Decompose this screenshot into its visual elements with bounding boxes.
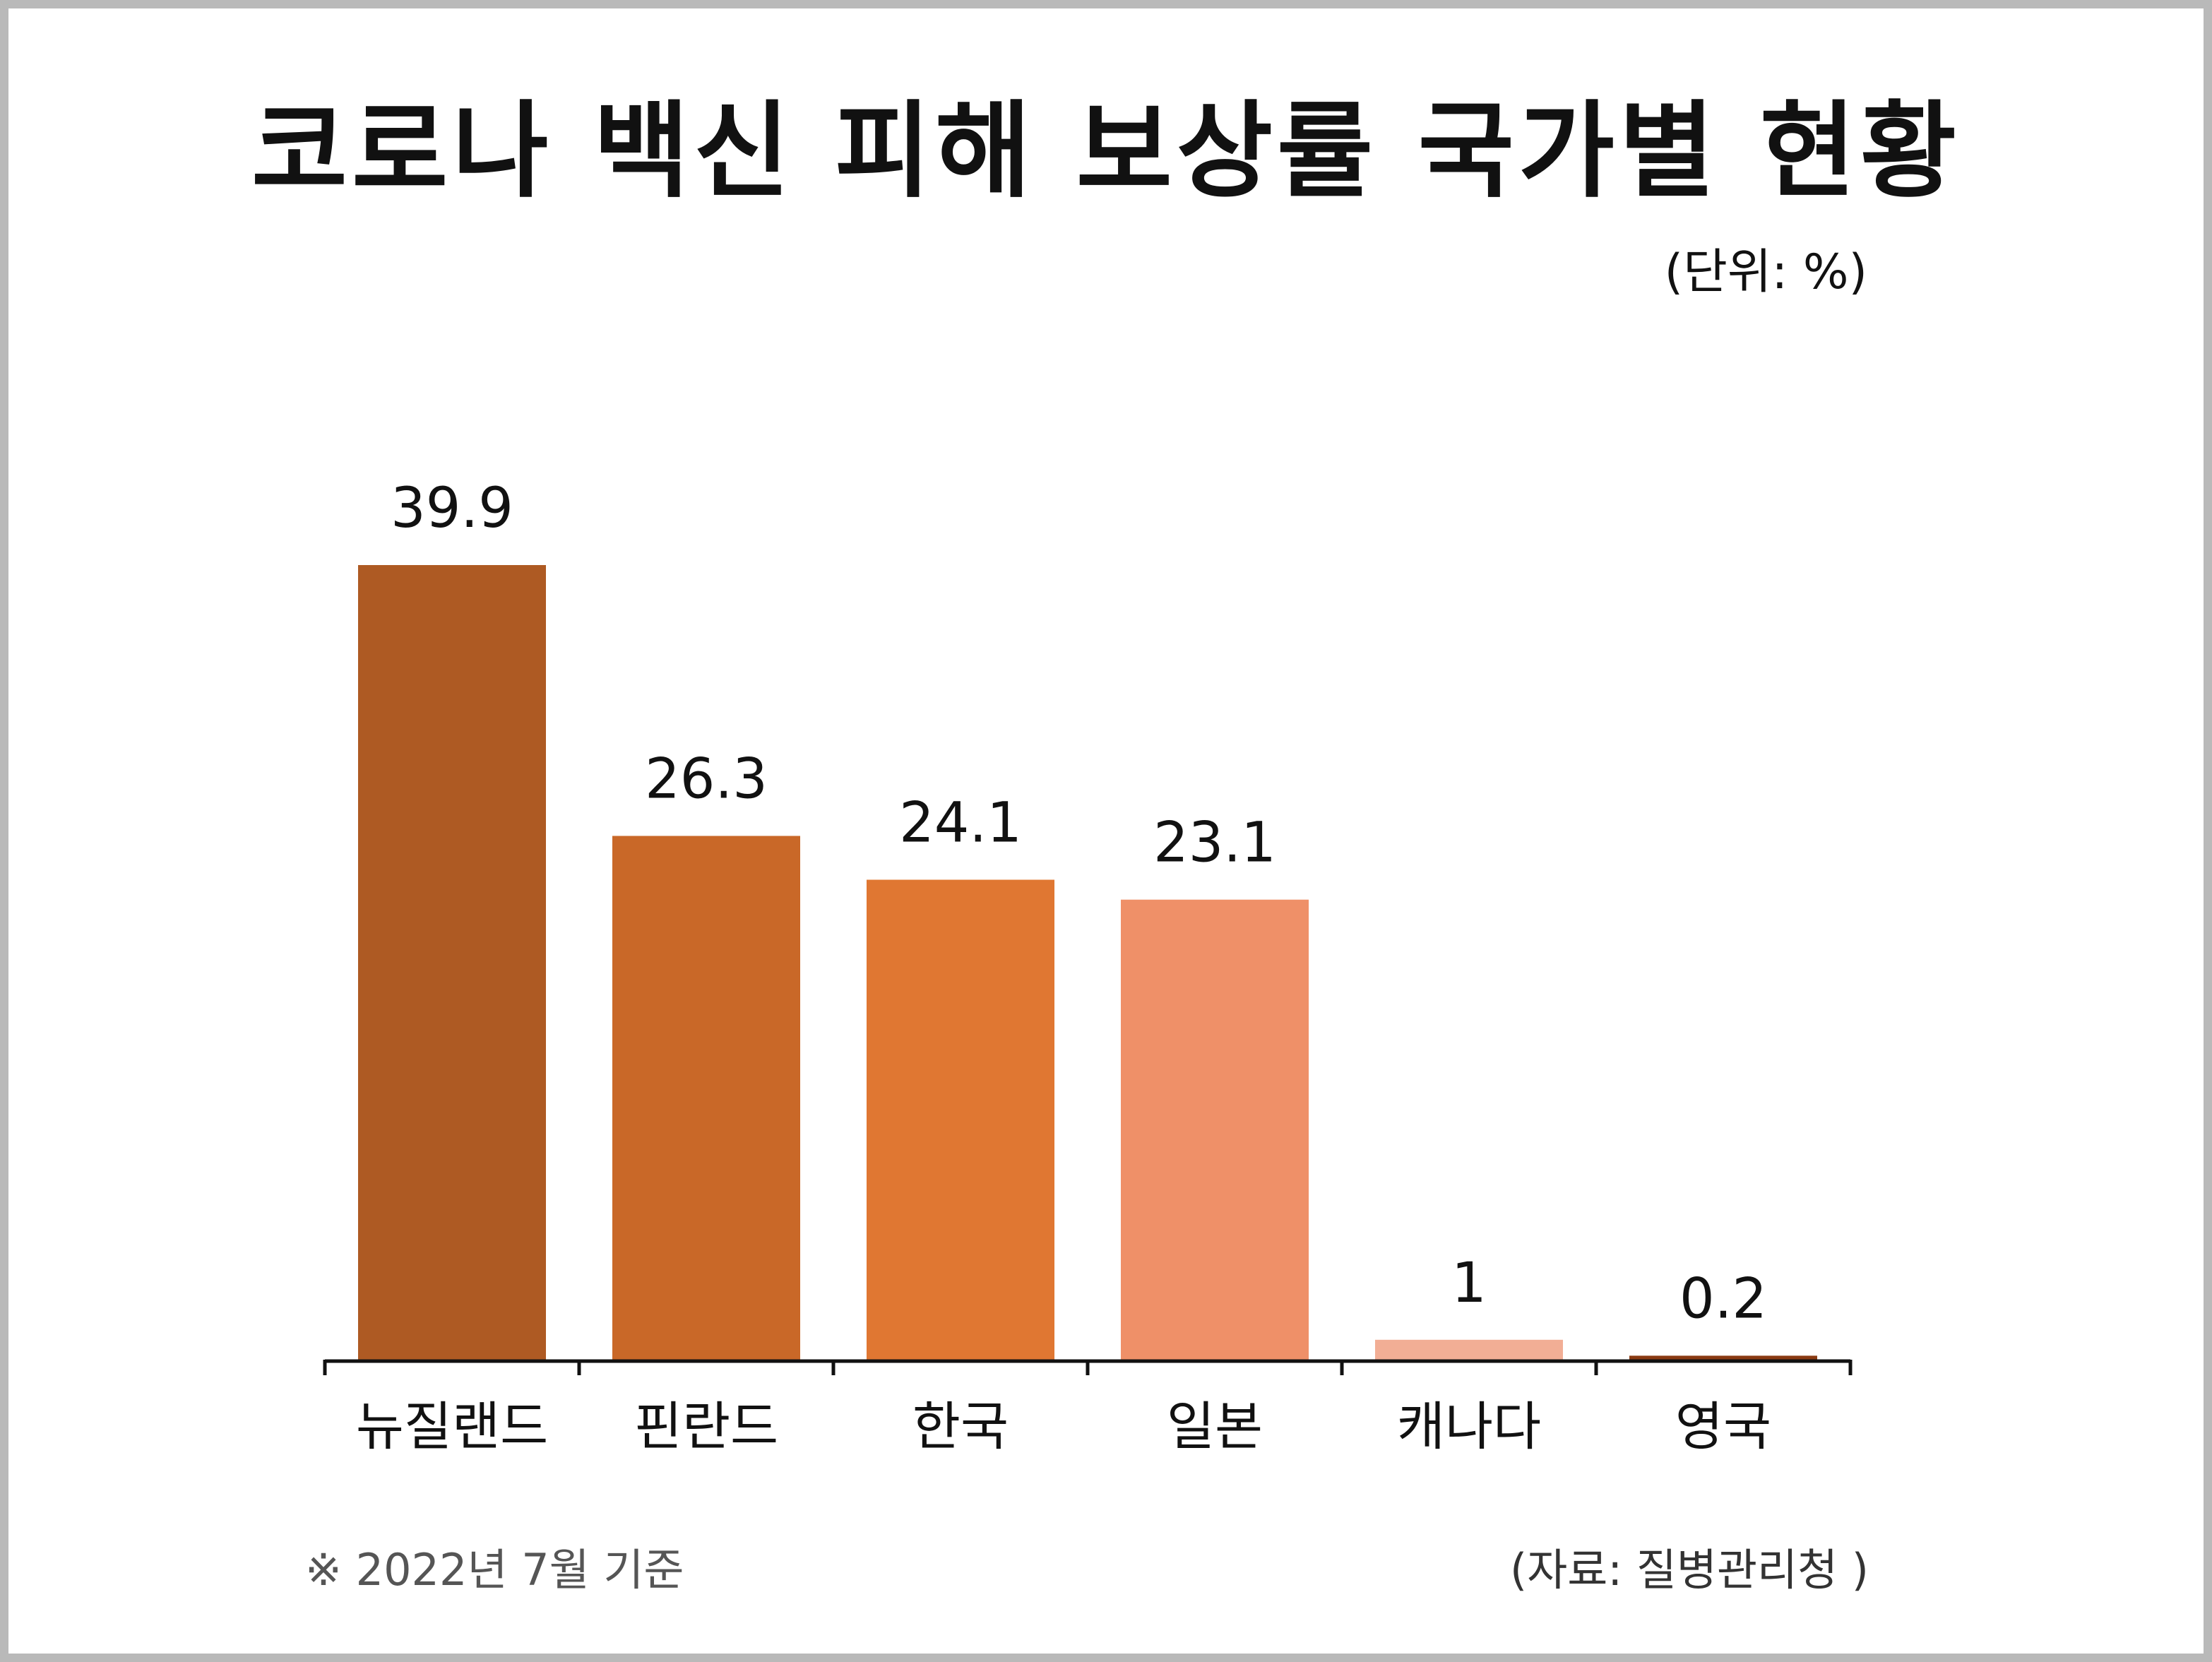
category-label: 캐나다	[1397, 1396, 1541, 1457]
value-label: 24.1	[899, 791, 1022, 855]
bar-1	[358, 565, 546, 1360]
footnote: ※ 2022년 7월 기준	[305, 1544, 684, 1596]
bar-2	[612, 836, 800, 1360]
category-label: 핀란드	[634, 1396, 778, 1457]
category-label: 일본	[1167, 1396, 1263, 1457]
chart-title: 코로나 백신 피해 보상률 국가별 현황	[251, 90, 1961, 212]
source-note: (자료: 질병관리청 )	[1510, 1544, 1869, 1596]
value-label: 23.1	[1153, 812, 1276, 875]
bar-6	[1629, 1355, 1817, 1360]
category-label: 한국	[912, 1396, 1009, 1457]
category-label: 뉴질랜드	[356, 1396, 548, 1457]
bar-5	[1375, 1339, 1563, 1360]
unit-label: (단위: %)	[1664, 244, 1867, 300]
bar-3	[867, 879, 1054, 1360]
value-label: 39.9	[391, 477, 513, 540]
value-label: 0.2	[1679, 1267, 1767, 1331]
value-label: 26.3	[645, 747, 768, 811]
category-label: 영국	[1675, 1396, 1771, 1457]
bar-4	[1121, 899, 1309, 1360]
value-label: 1	[1451, 1252, 1487, 1315]
